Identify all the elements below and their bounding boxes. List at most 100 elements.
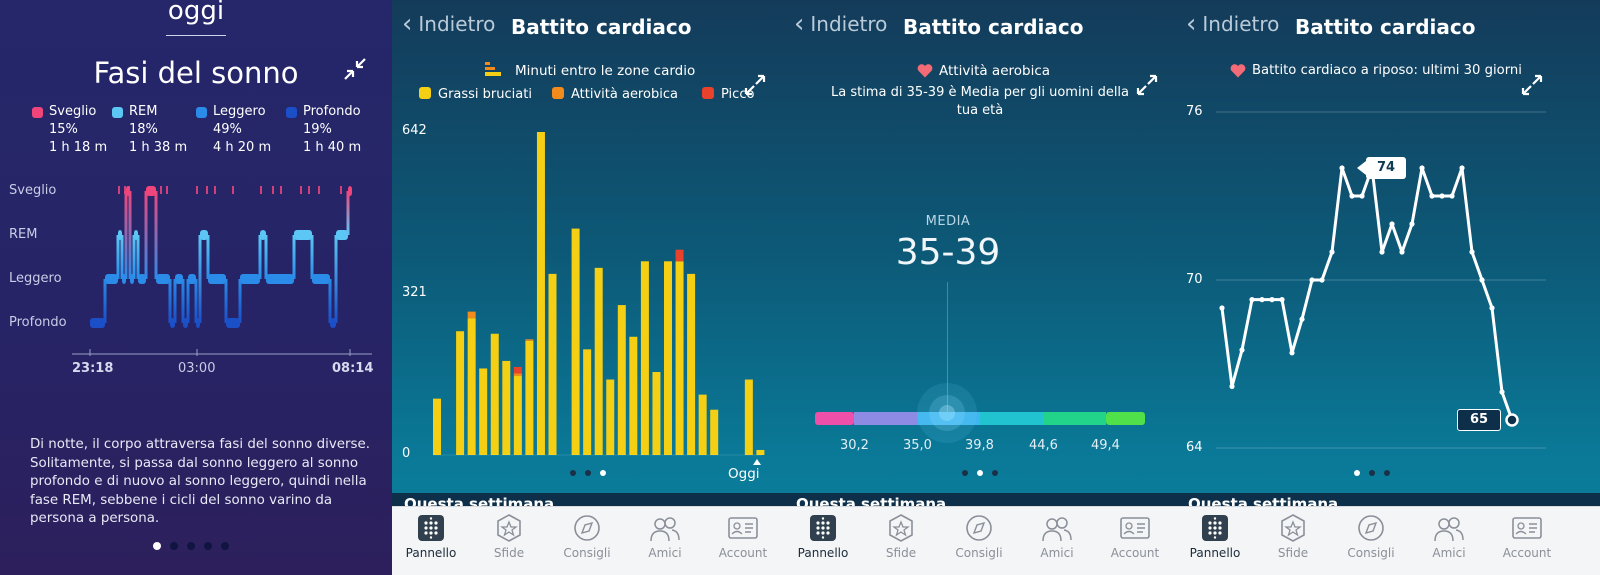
tab-dashboard[interactable]: Pannello [1180,513,1250,560]
stage-stat-0: Sveglio 15% 1 h 18 m [32,103,107,157]
data-point [1269,297,1275,303]
y-tick-mid: 70 [1186,272,1203,287]
back-button[interactable]: ‹ Indietro [402,9,495,39]
section-peek-label: Questa settimana [796,495,947,507]
expand-icon[interactable] [1521,74,1543,96]
sleep-segment [208,274,226,284]
zones-legend-icon [485,62,501,76]
resting-hr-line [1220,166,1514,421]
page-dot[interactable] [153,542,161,550]
tab-label: Sfide [493,546,525,560]
page-dot[interactable] [570,470,576,476]
bar-grassi-bruciati [629,336,638,455]
bar-grassi-bruciati [490,333,499,455]
heart-icon [1230,64,1246,78]
tab-dashboard[interactable]: Pannello [788,513,858,560]
sleep-transition [136,235,140,279]
tab-challenges[interactable]: Sfide [1258,513,1328,560]
data-point [1309,277,1315,283]
scale-label-3: 39,8 [965,438,994,453]
account-icon [1512,517,1542,539]
y-tick-zero: 0 [402,446,411,461]
tab-account[interactable]: Account [708,513,778,560]
sleep-transition [238,279,242,323]
bar-grassi-bruciati [687,273,696,455]
max-value-label: 74 [1376,160,1396,175]
bar-grassi-bruciati [756,449,765,455]
aerobic-subtitle: La stima di 35-39 è Media per gli uomini… [830,85,1130,118]
page-dot[interactable] [1384,470,1390,476]
tab-compass[interactable]: Consigli [552,513,622,560]
y-tick-mid: 321 [402,285,427,300]
stage-name: Leggero [213,104,266,119]
page-dot[interactable] [600,470,606,476]
legend-label: Attività aerobica [571,87,678,102]
bar-grassi-bruciati [710,409,719,455]
tab-label: Account [718,546,768,560]
tab-friends[interactable]: Amici [1022,513,1092,560]
day-header-underline [166,35,226,36]
tab-compass[interactable]: Consigli [944,513,1014,560]
fitness-scale-segment [1106,412,1145,425]
heart-zones-panel: ‹ Indietro Battito cardiaco Minuti entro… [392,0,784,575]
legend-item-1: Attività aerobica [552,87,678,102]
page-dot[interactable] [221,542,229,550]
page-dot[interactable] [977,470,983,476]
tab-account[interactable]: Account [1492,513,1562,560]
data-point [1249,297,1255,303]
chevron-left-icon: ‹ [402,9,413,39]
sleep-transition [168,279,172,323]
sleep-segment [336,230,348,240]
friends-icon [650,517,680,542]
sleep-stages-panel: oggi Fasi del sonno Sveglio 15% 1 h 18 m RE… [0,0,392,575]
sleep-transition [198,235,202,323]
back-button[interactable]: ‹ Indietro [1186,11,1279,37]
page-dot[interactable] [1369,470,1375,476]
tab-challenges[interactable]: Sfide [866,513,936,560]
page-dot[interactable] [585,470,591,476]
tab-friends[interactable]: Amici [630,513,700,560]
today-label[interactable]: Oggi [728,466,760,482]
page-dot[interactable] [204,542,212,550]
page-dot[interactable] [187,542,195,550]
fitness-scale-segment [980,412,1043,425]
page-title: Battito cardiaco [511,15,692,39]
fitness-scale [815,383,1145,443]
expand-icon[interactable] [1136,74,1158,96]
tab-label: Consigli [563,546,611,560]
stage-percent: 15% [49,122,78,137]
wake-blip [196,186,198,194]
data-point [1399,249,1405,255]
challenges-icon [497,514,521,542]
heart-icon [917,64,933,78]
back-button[interactable]: ‹ Indietro [794,11,887,37]
max-tag-pointer [1357,161,1366,175]
wake-blip [260,186,262,194]
sleep-segment [146,186,156,196]
stage-stat-1: REM 18% 1 h 38 m [112,103,187,157]
tab-bar: Pannello Sfide Consigli Amici Account [1176,506,1600,575]
section-peek: Questa settimana [392,493,784,507]
page-dot[interactable] [170,542,178,550]
scale-label-1: 30,2 [840,438,869,453]
tab-compass[interactable]: Consigli [1336,513,1406,560]
stage-duration: 4 h 20 m [213,140,272,155]
stage-duration: 1 h 18 m [49,140,108,155]
media-label: MEDIA [925,214,971,229]
data-point [1229,383,1235,389]
page-dot[interactable] [1354,470,1360,476]
wake-blip [128,186,130,194]
wake-blip [308,186,310,194]
tab-dashboard[interactable]: Pannello [396,513,466,560]
max-value-tag: 74 [1366,157,1406,179]
tab-challenges[interactable]: Sfide [474,513,544,560]
tab-label: Consigli [1347,546,1395,560]
tab-friends[interactable]: Amici [1414,513,1484,560]
page-dot[interactable] [962,470,968,476]
tab-account[interactable]: Account [1100,513,1170,560]
expand-icon[interactable] [744,74,766,96]
page-dot[interactable] [992,470,998,476]
wake-blip [300,186,302,194]
collapse-icon[interactable] [343,57,367,81]
sleep-transition [334,235,338,323]
